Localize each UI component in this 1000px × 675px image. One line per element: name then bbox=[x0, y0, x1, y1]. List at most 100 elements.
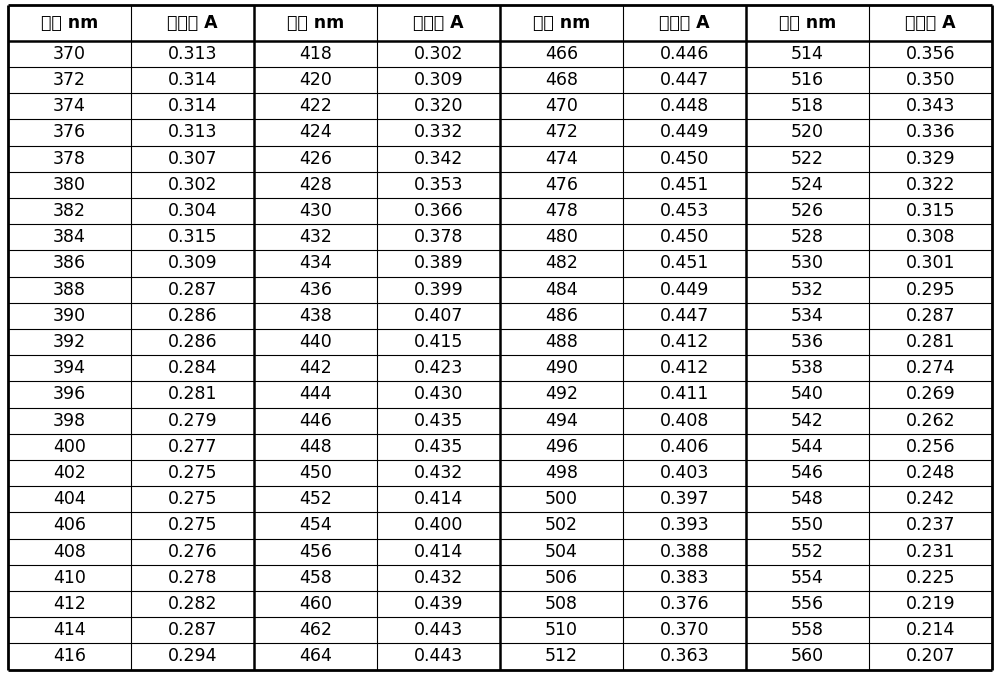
Text: 558: 558 bbox=[791, 621, 824, 639]
Bar bbox=[746, 119, 869, 146]
Bar bbox=[377, 539, 500, 565]
Text: 0.435: 0.435 bbox=[414, 412, 463, 430]
Bar bbox=[623, 329, 746, 355]
Bar bbox=[254, 591, 377, 617]
Bar bbox=[131, 591, 254, 617]
Bar bbox=[254, 329, 377, 355]
Text: 0.274: 0.274 bbox=[906, 359, 955, 377]
Text: 516: 516 bbox=[791, 71, 824, 89]
Bar bbox=[8, 591, 131, 617]
Text: 430: 430 bbox=[299, 202, 332, 220]
Bar bbox=[746, 486, 869, 512]
Bar bbox=[623, 565, 746, 591]
Text: 0.281: 0.281 bbox=[906, 333, 955, 351]
Text: 0.207: 0.207 bbox=[906, 647, 955, 666]
Bar bbox=[377, 93, 500, 119]
Text: 0.269: 0.269 bbox=[906, 385, 955, 404]
Bar bbox=[377, 381, 500, 408]
Text: 0.278: 0.278 bbox=[168, 569, 217, 587]
Text: 0.397: 0.397 bbox=[660, 490, 709, 508]
Bar bbox=[623, 67, 746, 93]
Bar bbox=[8, 565, 131, 591]
Bar bbox=[623, 93, 746, 119]
Bar bbox=[8, 539, 131, 565]
Bar bbox=[131, 329, 254, 355]
Bar bbox=[131, 643, 254, 670]
Text: 0.329: 0.329 bbox=[906, 150, 955, 167]
Bar bbox=[500, 67, 623, 93]
Text: 540: 540 bbox=[791, 385, 824, 404]
Text: 442: 442 bbox=[299, 359, 332, 377]
Text: 0.231: 0.231 bbox=[906, 543, 955, 561]
Text: 456: 456 bbox=[299, 543, 332, 561]
Bar bbox=[623, 5, 746, 40]
Text: 398: 398 bbox=[53, 412, 86, 430]
Text: 440: 440 bbox=[299, 333, 332, 351]
Text: 0.309: 0.309 bbox=[414, 71, 463, 89]
Bar bbox=[623, 591, 746, 617]
Text: 0.414: 0.414 bbox=[414, 490, 463, 508]
Bar bbox=[500, 617, 623, 643]
Bar bbox=[746, 277, 869, 303]
Text: 0.447: 0.447 bbox=[660, 307, 709, 325]
Text: 0.451: 0.451 bbox=[660, 176, 709, 194]
Bar bbox=[623, 355, 746, 381]
Bar bbox=[377, 565, 500, 591]
Text: 424: 424 bbox=[299, 124, 332, 142]
Bar bbox=[746, 5, 869, 40]
Bar bbox=[746, 303, 869, 329]
Bar bbox=[254, 355, 377, 381]
Bar bbox=[500, 408, 623, 434]
Text: 460: 460 bbox=[299, 595, 332, 613]
Bar bbox=[746, 381, 869, 408]
Text: 478: 478 bbox=[545, 202, 578, 220]
Bar bbox=[746, 224, 869, 250]
Bar bbox=[869, 303, 992, 329]
Text: 0.313: 0.313 bbox=[168, 45, 217, 63]
Bar bbox=[131, 460, 254, 486]
Text: 544: 544 bbox=[791, 438, 824, 456]
Bar bbox=[746, 512, 869, 539]
Bar bbox=[623, 434, 746, 460]
Bar bbox=[869, 171, 992, 198]
Text: 476: 476 bbox=[545, 176, 578, 194]
Text: 0.439: 0.439 bbox=[414, 595, 463, 613]
Text: 386: 386 bbox=[53, 254, 86, 273]
Text: 波长 nm: 波长 nm bbox=[41, 14, 98, 32]
Text: 0.225: 0.225 bbox=[906, 569, 955, 587]
Text: 406: 406 bbox=[53, 516, 86, 535]
Text: 418: 418 bbox=[299, 45, 332, 63]
Bar bbox=[254, 67, 377, 93]
Text: 0.237: 0.237 bbox=[906, 516, 955, 535]
Bar bbox=[746, 329, 869, 355]
Text: 428: 428 bbox=[299, 176, 332, 194]
Text: 0.315: 0.315 bbox=[168, 228, 217, 246]
Text: 408: 408 bbox=[53, 543, 86, 561]
Text: 0.242: 0.242 bbox=[906, 490, 955, 508]
Bar bbox=[500, 355, 623, 381]
Bar bbox=[869, 643, 992, 670]
Text: 524: 524 bbox=[791, 176, 824, 194]
Bar bbox=[131, 198, 254, 224]
Bar bbox=[500, 277, 623, 303]
Bar bbox=[131, 146, 254, 171]
Bar bbox=[746, 171, 869, 198]
Text: 吸光度 A: 吸光度 A bbox=[659, 14, 710, 32]
Bar bbox=[8, 408, 131, 434]
Bar bbox=[8, 250, 131, 277]
Bar bbox=[254, 512, 377, 539]
Text: 470: 470 bbox=[545, 97, 578, 115]
Text: 0.313: 0.313 bbox=[168, 124, 217, 142]
Text: 0.287: 0.287 bbox=[168, 281, 217, 298]
Bar bbox=[869, 277, 992, 303]
Text: 0.307: 0.307 bbox=[168, 150, 217, 167]
Bar bbox=[746, 539, 869, 565]
Bar bbox=[131, 408, 254, 434]
Text: 0.314: 0.314 bbox=[168, 97, 217, 115]
Bar bbox=[500, 329, 623, 355]
Bar bbox=[869, 146, 992, 171]
Bar bbox=[623, 381, 746, 408]
Text: 0.214: 0.214 bbox=[906, 621, 955, 639]
Bar bbox=[500, 486, 623, 512]
Bar bbox=[131, 93, 254, 119]
